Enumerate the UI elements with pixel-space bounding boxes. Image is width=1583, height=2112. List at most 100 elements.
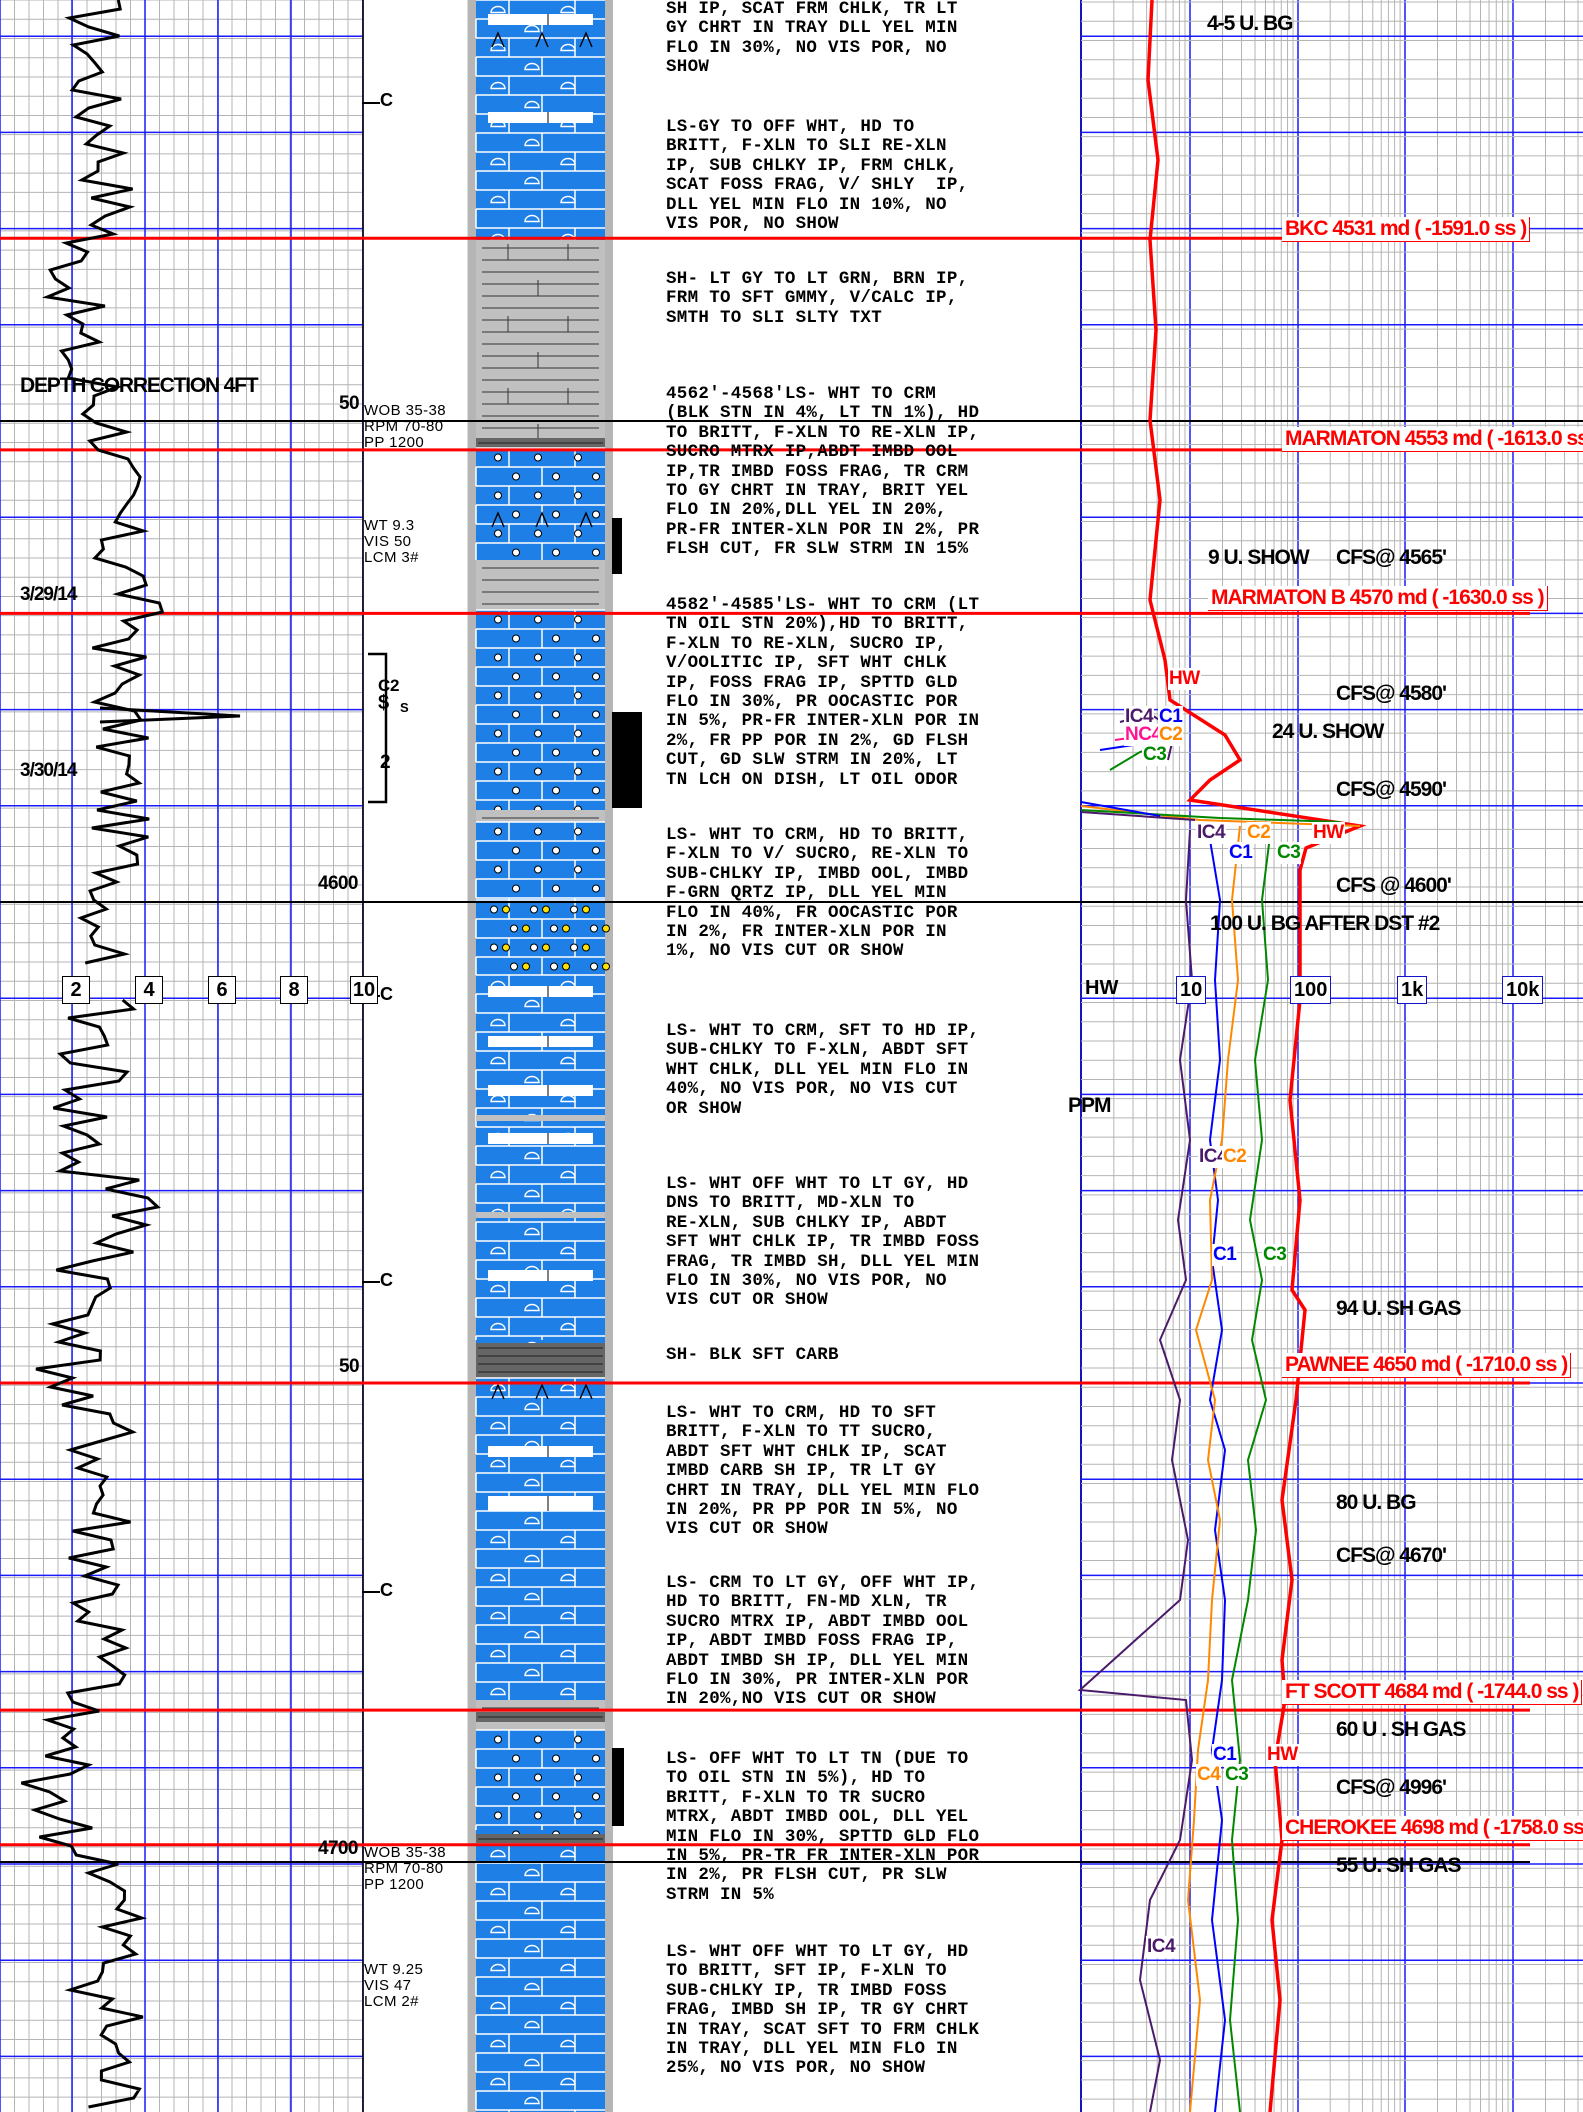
description-line: MIN FLO IN 30%, SPTTD GLD FLO: [666, 1826, 980, 1847]
description-line: LS-GY TO OFF WHT, HD TO: [666, 117, 915, 137]
core-marker: C: [380, 90, 393, 110]
description-line: SUCRO MTRX IP,ABDT IMBD OOL: [666, 442, 958, 463]
description-line: SHOW: [666, 57, 710, 78]
depth-marker-4550: 50: [339, 393, 360, 414]
description-line: DLL YEL MIN FLO IN 10%, NO: [666, 194, 947, 215]
description-line: SUCRO MTRX IP, ABDT IMBD OOL: [666, 1611, 969, 1632]
gas-curve-label: C2: [1246, 822, 1272, 844]
description-line: IN TRAY, SCAT SFT TO FRM CHLK: [666, 2019, 980, 2040]
gamma-curve-2: [20, 998, 161, 2109]
core-marker: C: [380, 1270, 393, 1290]
gas-curve-label: C3: [1224, 1764, 1250, 1786]
gas-note: 94 U. SH GAS: [1336, 1297, 1462, 1320]
gamma-scale-6: 6: [208, 976, 236, 1004]
formation-marmaton-b: MARMATON B 4570 md ( -1630.0 ss ): [1208, 586, 1548, 611]
description-line: IN 20%,NO VIS CUT OR SHOW: [666, 1689, 937, 1710]
gamma-curve: [41, 0, 165, 965]
description-line: FLO IN 40%, FR OOCASTIC POR: [666, 902, 958, 923]
limestone-band: [475, 609, 605, 814]
gas-curve-label: IC4: [1124, 706, 1155, 728]
gas-note: CFS@ 4996': [1336, 1776, 1447, 1799]
description-line: IN 5%, PR-TR FR INTER-XLN POR: [666, 1846, 980, 1867]
lithology-description: SH- LT GY TO LT GRN, BRN IP, FRM TO SFT G…: [666, 269, 1096, 328]
limestone-band: [475, 1843, 605, 2112]
lithology-description: SH IP, SCAT FRM CHLK, TR LT GY CHRT IN TR…: [666, 0, 1096, 78]
description-line: 40%, NO VIS POR, NO VIS CUT: [666, 1079, 958, 1100]
dst-symbol: $: [378, 692, 390, 714]
shale-band: [476, 240, 605, 440]
lithology-description: LS- WHT TO CRM, HD TO SFT BRITT, F-XLN TO…: [666, 1403, 1096, 1540]
lithology-description: 4582'-4585'LS- WHT TO CRM (LT TN OIL STN …: [666, 595, 1096, 790]
gas-curve-label: C3: [1276, 842, 1302, 864]
gas-scale-100: 100: [1290, 976, 1332, 1004]
description-line: SH IP, SCAT FRM CHLK, TR LT: [666, 0, 958, 19]
gas-scale-1k: 1k: [1397, 976, 1428, 1004]
description-line: F-XLN TO RE-XLN, SUCRO IP,: [666, 633, 947, 654]
description-line: IN 2%, FR INTER-XLN POR IN: [666, 922, 947, 943]
description-line: FLO IN 30%, NO VIS POR, NO: [666, 37, 947, 58]
description-line: 1%, NO VIS CUT OR SHOW: [666, 941, 904, 962]
gas-note: CFS@ 4670': [1336, 1544, 1447, 1567]
gas-curve-label: C3: [1142, 744, 1168, 766]
formation-pawnee: PAWNEE 4650 md ( -1710.0 ss ): [1282, 1353, 1572, 1378]
dst-num-top: 2: [390, 676, 400, 695]
description-line: VIS CUT OR SHOW: [666, 1519, 829, 1540]
description-line: IP, FOSS FRAG IP, SPTTD GLD: [666, 672, 958, 693]
description-line: IN 2%, PR FLSH CUT, PR SLW: [666, 1865, 947, 1886]
description-line: PR-FR INTER-XLN POR IN 2%, PR: [666, 519, 980, 540]
description-line: SUB-CHLKY IP, IMBD OOL, IMBD: [666, 863, 969, 884]
gas-note: CFS@ 4590': [1336, 778, 1447, 801]
description-line: LS- WHT TO CRM, HD TO BRITT,: [666, 825, 969, 845]
mud-props-3: WOB 35-38 RPM 70-80 PP 1200: [364, 1844, 446, 1893]
description-line: V/OOLITIC IP, SFT WHT CHLK: [666, 653, 947, 674]
description-line: FLO IN 30%, NO VIS POR, NO: [666, 1271, 947, 1292]
description-line: IP,TR IMBD FOSS FRAG, TR CRM: [666, 461, 969, 482]
gas-note: 24 U. SHOW: [1272, 720, 1384, 743]
c2-spike: [1080, 805, 1361, 827]
description-line: BRITT, F-XLN TO TR SUCRO: [666, 1787, 926, 1808]
description-line: FLSH CUT, FR SLW STRM IN 15%: [666, 539, 969, 560]
limestone-band: [475, 899, 610, 975]
lithology-description: LS- WHT TO CRM, HD TO BRITT, F-XLN TO V/ …: [666, 825, 1096, 962]
description-line: TO OIL STN IN 5%), HD TO: [666, 1768, 926, 1789]
gas-curve-label: C1: [1158, 706, 1184, 728]
description-line: F-XLN TO V/ SUCRO, RE-XLN TO: [666, 844, 969, 865]
gas-note: CFS@ 4580': [1336, 682, 1447, 705]
gamma-scale-8: 8: [280, 976, 308, 1004]
gas-note: CFS@ 4565': [1336, 546, 1447, 569]
description-line: SMTH TO SLI SLTY TXT: [666, 307, 883, 328]
formation-ft-scott: FT SCOTT 4684 md ( -1744.0 ss ): [1282, 1680, 1583, 1705]
formation-bkc: BKC 4531 md ( -1591.0 ss ): [1282, 217, 1531, 242]
gas-curve-label: IC4: [1198, 1146, 1229, 1168]
description-line: SH- LT GY TO LT GRN, BRN IP,: [666, 269, 969, 289]
lithology-description: LS- WHT OFF WHT TO LT GY, HD DNS TO BRITT…: [666, 1174, 1096, 1311]
mud-props-4: WT 9.25 VIS 47 LCM 2#: [364, 1961, 424, 2010]
gas-note: 4-5 U. BG: [1207, 12, 1294, 35]
gas-curve-label: C1: [1228, 842, 1254, 864]
description-line: TO GY CHRT IN TRAY, BRIT YEL: [666, 481, 969, 502]
description-line: LS- WHT OFF WHT TO LT GY, HD: [666, 1174, 969, 1194]
description-line: RE-XLN, SUB CHLKY IP, ABDT: [666, 1212, 947, 1233]
core-marker: C: [380, 984, 393, 1004]
description-line: WHT CHLK, DLL YEL MIN FLO IN: [666, 1059, 969, 1080]
shale-band: [476, 810, 605, 822]
description-line: OR SHOW: [666, 1098, 742, 1119]
description-line: TO BRITT, SFT IP, F-XLN TO: [666, 1961, 947, 1982]
gas-note: CFS @ 4600': [1336, 874, 1452, 897]
description-line: IN TRAY, DLL YEL MIN FLO IN: [666, 2039, 958, 2060]
mud-props-2: WT 9.3 VIS 50 LCM 3#: [364, 517, 419, 566]
lithology-description: SH- BLK SFT CARB: [666, 1345, 1096, 1365]
description-line: MTRX, ABDT IMBD OOL, DLL YEL: [666, 1807, 969, 1828]
lithology-description: LS- OFF WHT TO LT TN (DUE TO TO OIL STN I…: [666, 1749, 1096, 1905]
ic4-curve: [1077, 829, 1194, 2112]
gamma-scale-2: 2: [62, 976, 90, 1004]
limestone-band: [475, 974, 605, 1350]
dst-label-top: C: [378, 676, 391, 695]
description-line: 2%, FR PP POR IN 2%, GD FLSH: [666, 730, 969, 751]
description-line: LS- CRM TO LT GY, OFF WHT IP,: [666, 1573, 980, 1593]
c3-curve: [1228, 835, 1271, 2112]
description-line: BRITT, F-XLN TO SLI RE-XLN: [666, 136, 947, 157]
description-line: CUT, GD SLW STRM IN 20%, LT: [666, 750, 958, 771]
description-line: 25%, NO VIS POR, NO SHOW: [666, 2058, 926, 2079]
gas-scale-10k: 10k: [1502, 976, 1544, 1004]
